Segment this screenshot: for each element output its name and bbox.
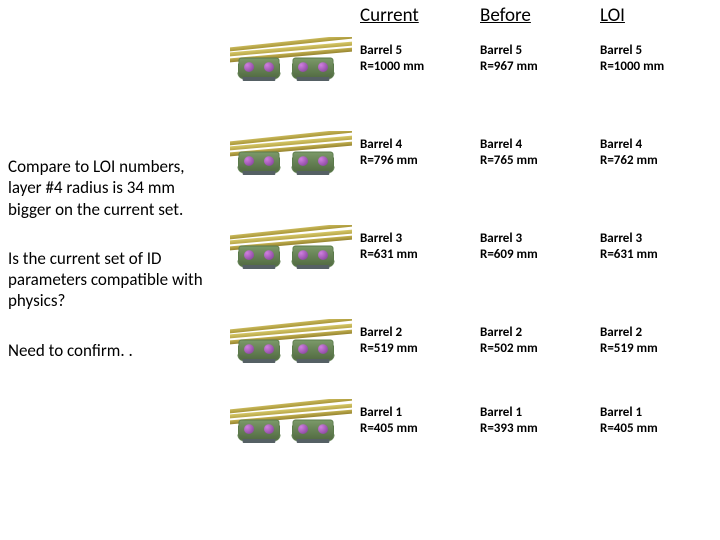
radius-value: R=762 mm: [600, 153, 708, 169]
cell-loi: Barrel 1 R=405 mm: [600, 405, 708, 438]
radius-value: R=765 mm: [480, 153, 600, 169]
barrel-label: Barrel 1: [360, 405, 480, 421]
radius-value: R=796 mm: [360, 153, 480, 169]
radius-value: R=609 mm: [480, 247, 600, 263]
sidebar-notes: Compare to LOI numbers, layer #4 radius …: [8, 156, 218, 389]
note-paragraph-3: Need to confirm. .: [8, 340, 218, 361]
barrel-label: Barrel 1: [600, 405, 708, 421]
cell-before: Barrel 5 R=967 mm: [480, 43, 600, 76]
barrel-label: Barrel 2: [480, 325, 600, 341]
table-row: Barrel 1 R=405 mm Barrel 1 R=393 mm Barr…: [230, 399, 708, 443]
header-loi: LOI: [600, 4, 708, 27]
header-current: Current: [360, 4, 480, 27]
cell-loi: Barrel 4 R=762 mm: [600, 137, 708, 170]
cell-loi: Barrel 5 R=1000 mm: [600, 43, 708, 76]
barrel-label: Barrel 5: [480, 43, 600, 59]
cell-loi: Barrel 3 R=631 mm: [600, 231, 708, 264]
detector-thumbnail: [230, 319, 360, 363]
radius-value: R=405 mm: [360, 421, 480, 437]
cell-before: Barrel 3 R=609 mm: [480, 231, 600, 264]
barrel-label: Barrel 2: [360, 325, 480, 341]
barrel-label: Barrel 1: [480, 405, 600, 421]
detector-thumbnail: [230, 399, 360, 443]
detector-thumbnail: [230, 225, 360, 269]
detector-thumbnail: [230, 37, 360, 81]
radius-value: R=631 mm: [600, 247, 708, 263]
detector-thumbnail: [230, 131, 360, 175]
cell-before: Barrel 1 R=393 mm: [480, 405, 600, 438]
note-paragraph-1: Compare to LOI numbers, layer #4 radius …: [8, 156, 218, 220]
radius-value: R=1000 mm: [360, 59, 480, 75]
barrel-label: Barrel 4: [480, 137, 600, 153]
radius-value: R=1000 mm: [600, 59, 708, 75]
table-row: Barrel 4 R=796 mm Barrel 4 R=765 mm Barr…: [230, 131, 708, 175]
radius-value: R=519 mm: [360, 341, 480, 357]
cell-loi: Barrel 2 R=519 mm: [600, 325, 708, 358]
barrel-label: Barrel 3: [480, 231, 600, 247]
radius-value: R=519 mm: [600, 341, 708, 357]
cell-current: Barrel 4 R=796 mm: [360, 137, 480, 170]
barrel-label: Barrel 5: [600, 43, 708, 59]
cell-current: Barrel 2 R=519 mm: [360, 325, 480, 358]
barrel-label: Barrel 5: [360, 43, 480, 59]
radius-value: R=502 mm: [480, 341, 600, 357]
cell-before: Barrel 4 R=765 mm: [480, 137, 600, 170]
header-before: Before: [480, 4, 600, 27]
radius-value: R=631 mm: [360, 247, 480, 263]
barrel-label: Barrel 3: [360, 231, 480, 247]
cell-current: Barrel 5 R=1000 mm: [360, 43, 480, 76]
barrel-label: Barrel 4: [360, 137, 480, 153]
table-row: Barrel 2 R=519 mm Barrel 2 R=502 mm Barr…: [230, 319, 708, 363]
cell-before: Barrel 2 R=502 mm: [480, 325, 600, 358]
radius-value: R=967 mm: [480, 59, 600, 75]
barrel-label: Barrel 2: [600, 325, 708, 341]
table-row: Barrel 5 R=1000 mm Barrel 5 R=967 mm Bar…: [230, 37, 708, 81]
table-row: Barrel 3 R=631 mm Barrel 3 R=609 mm Barr…: [230, 225, 708, 269]
radius-value: R=405 mm: [600, 421, 708, 437]
note-paragraph-2: Is the current set of ID parameters comp…: [8, 248, 218, 312]
barrel-label: Barrel 3: [600, 231, 708, 247]
radius-value: R=393 mm: [480, 421, 600, 437]
cell-current: Barrel 1 R=405 mm: [360, 405, 480, 438]
comparison-grid: Current Before LOI Barrel 5 R=1000 mm Ba…: [230, 4, 708, 479]
barrel-label: Barrel 4: [600, 137, 708, 153]
cell-current: Barrel 3 R=631 mm: [360, 231, 480, 264]
header-spacer: [230, 4, 360, 27]
column-headers: Current Before LOI: [230, 4, 708, 27]
